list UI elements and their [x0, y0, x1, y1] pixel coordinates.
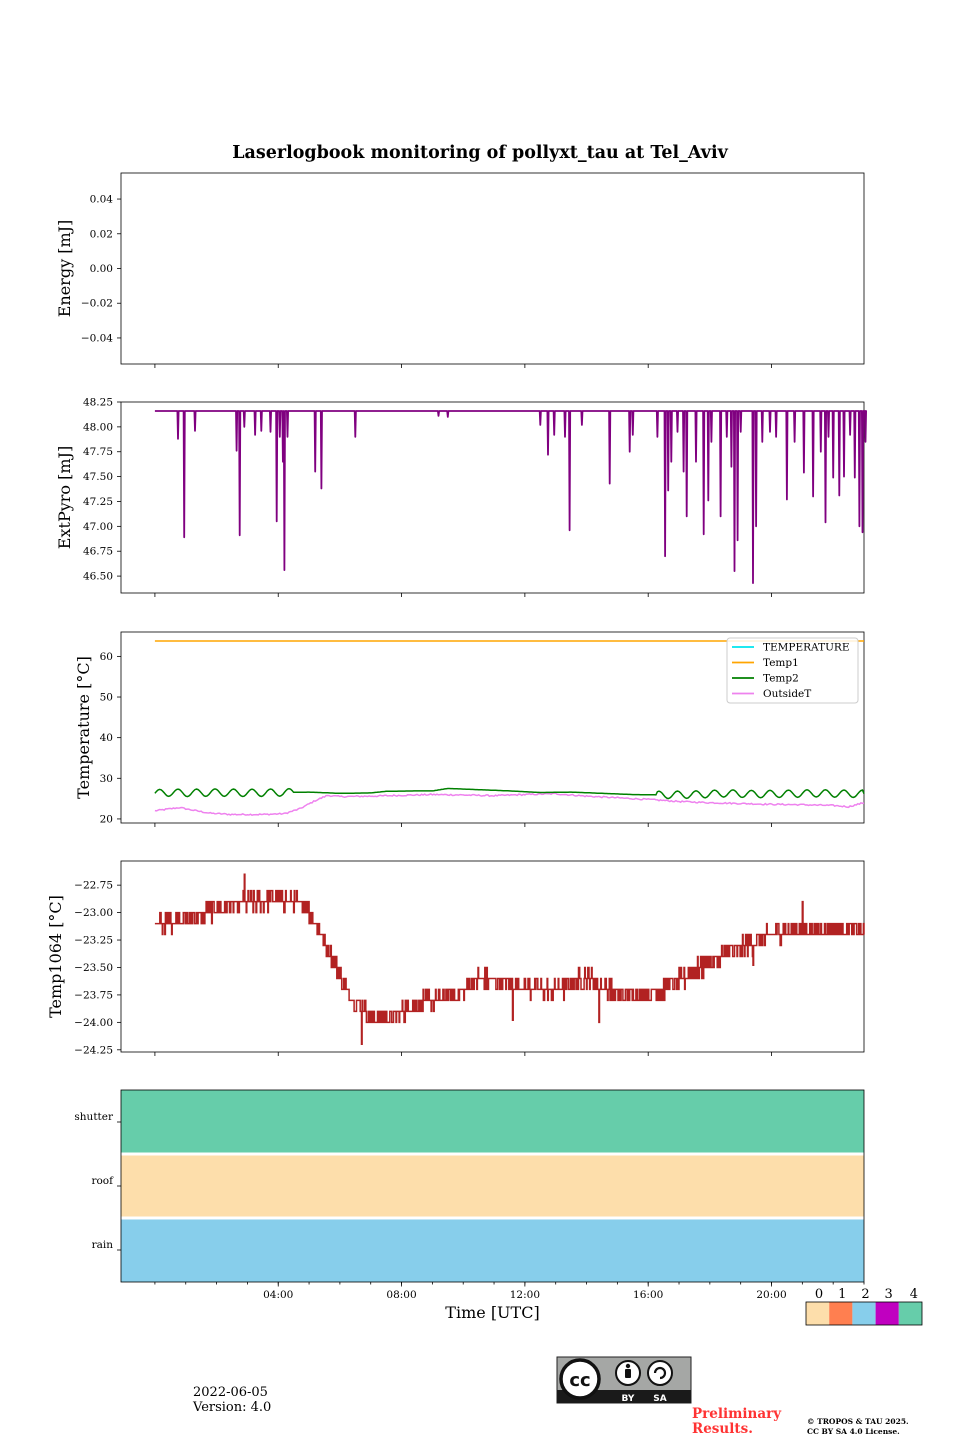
extpyro-ytick-label: 47.75 — [83, 446, 113, 458]
temp1064-axes-frame — [120, 860, 865, 1053]
colorbar-tick-label-3: 3 — [885, 1287, 893, 1302]
colorbar-swatch-3 — [875, 1302, 899, 1325]
temperature-panel: 20 30 40 50 60 Temperature [°C] TEMPERATURE Tem… — [74, 631, 865, 827]
flags-panel: shutter roof rain 04:00 08:00 12:00 16:00 20:00… — [74, 1089, 865, 1322]
extpyro-ytick-label: 48.00 — [83, 421, 113, 433]
temp1064-ytick-label: −23.75 — [74, 989, 113, 1001]
cc-icon-glyph: cc — [569, 1370, 590, 1391]
temp1064-ytick-label: −22.75 — [74, 880, 113, 892]
version-label: Version: 4.0 — [192, 1400, 271, 1415]
date-label: 2022-06-05 — [193, 1385, 268, 1400]
extpyro-ylabel: ExtPyro [mJ] — [55, 446, 74, 549]
flags-xtick-label: 16:00 — [633, 1289, 663, 1301]
temp1064-ylabel: Temp1064 [°C] — [46, 895, 65, 1018]
extpyro-ytick-label: 47.50 — [83, 471, 113, 483]
temperature-ytick-label: 40 — [100, 732, 113, 744]
colorbar-tick-label-1: 1 — [838, 1287, 846, 1302]
legend-entry-outsidet: OutsideT — [763, 688, 811, 700]
flag-row-label-shutter: shutter — [74, 1111, 114, 1123]
temp2-series-line — [154, 787, 865, 800]
energy-ylabel: Energy [mJ] — [55, 220, 74, 318]
extpyro-series-line — [154, 410, 867, 584]
colorbar-tick-label-4: 4 — [910, 1287, 918, 1302]
colorbar-tick-label-0: 0 — [815, 1287, 823, 1302]
temperature-ytick-label: 20 — [100, 813, 113, 825]
colorbar-frame — [805, 1301, 923, 1326]
temperature-axes-frame — [120, 631, 865, 824]
flag-row-roof — [121, 1154, 864, 1218]
copyright-notice: © TROPOS & TAU 2025. CC BY SA 4.0 Licens… — [807, 1417, 911, 1436]
chart-title: Laserlogbook monitoring of pollyxt_tau a… — [232, 143, 728, 163]
sa-label: SA — [653, 1394, 666, 1404]
temp1064-ytick-label: −23.25 — [74, 935, 113, 947]
legend-entry-temp2: Temp2 — [763, 673, 799, 685]
colorbar-swatch-1 — [829, 1302, 853, 1325]
extpyro-panel: 46.50 46.75 47.00 47.25 47.50 47.75 48.00 48.25… — [55, 397, 867, 597]
extpyro-ytick-label: 47.25 — [83, 496, 113, 508]
sa-sharealike-icon — [647, 1360, 673, 1386]
flags-axes-frame — [120, 1089, 865, 1283]
extpyro-ytick-label: 46.50 — [83, 571, 113, 583]
extpyro-ytick-label: 48.25 — [83, 397, 113, 409]
energy-ytick-label: 0.04 — [90, 194, 114, 206]
colorbar-swatch-4 — [898, 1302, 922, 1325]
flag-row-rain — [121, 1218, 864, 1282]
temp1064-panel: −24.25 −24.00 −23.75 −23.50 −23.25 −23.00 −22.… — [46, 860, 865, 1056]
preliminary-line-1: Preliminary — [692, 1406, 782, 1422]
extpyro-ytick-label: 46.75 — [83, 546, 113, 558]
extpyro-axes-frame — [120, 401, 865, 594]
temperature-ylabel: Temperature [°C] — [74, 656, 93, 799]
temperature-legend: TEMPERATURE Temp1 Temp2 OutsideT — [726, 637, 859, 704]
energy-panel: −0.04 −0.02 0.00 0.02 0.04 Energy [mJ] — [55, 172, 865, 368]
outsidet-series-line — [154, 792, 865, 817]
by-label: BY — [622, 1394, 635, 1404]
copyright-line-2: CC BY SA 4.0 License. — [807, 1427, 900, 1436]
flags-xtick-label: 20:00 — [756, 1289, 786, 1301]
preliminary-line-2: Results. — [692, 1421, 753, 1437]
colorbar-swatch-0 — [806, 1302, 830, 1325]
x-axis-label: Time [UTC] — [445, 1303, 539, 1322]
energy-ytick-label: 0.00 — [90, 263, 113, 275]
energy-ytick-label: −0.04 — [81, 332, 113, 344]
by-head-icon — [625, 1363, 631, 1369]
legend-entry-temp1: Temp1 — [763, 657, 799, 669]
legend-frame — [726, 637, 859, 704]
flags-xtick-label: 04:00 — [263, 1289, 293, 1301]
temp1064-ytick-label: −24.25 — [74, 1044, 113, 1056]
temp1064-series-line — [154, 873, 865, 1046]
flag-row-label-rain: rain — [92, 1239, 114, 1251]
temp1064-ytick-label: −23.00 — [74, 907, 113, 919]
flags-xtick-label: 08:00 — [386, 1289, 416, 1301]
legend-entry-temperature: TEMPERATURE — [763, 642, 850, 654]
cc-license-badge: cc BY SA — [556, 1356, 692, 1404]
energy-axes-frame — [120, 172, 865, 365]
temperature-ytick-label: 50 — [100, 692, 113, 704]
sa-arrow-icon — [653, 1366, 667, 1380]
copyright-line-1: © TROPOS & TAU 2025. — [807, 1417, 909, 1426]
colorbar-tick-label-2: 2 — [861, 1287, 869, 1302]
by-body-icon — [625, 1369, 631, 1378]
preliminary-results-label: Preliminary Results. — [692, 1406, 786, 1437]
flags-xtick-label: 12:00 — [510, 1289, 540, 1301]
colorbar-swatch-2 — [852, 1302, 876, 1325]
energy-ytick-label: 0.02 — [90, 228, 113, 240]
temp1064-ytick-label: −24.00 — [74, 1017, 113, 1029]
energy-ytick-label: −0.02 — [81, 298, 113, 310]
flag-row-label-roof: roof — [91, 1175, 114, 1187]
temperature-ytick-label: 60 — [100, 651, 113, 663]
extpyro-ytick-label: 47.00 — [83, 521, 113, 533]
temp1064-ytick-label: −23.50 — [74, 962, 113, 974]
temperature-ytick-label: 30 — [100, 773, 113, 785]
flag-row-shutter — [121, 1090, 864, 1154]
cc-icon — [559, 1358, 601, 1400]
